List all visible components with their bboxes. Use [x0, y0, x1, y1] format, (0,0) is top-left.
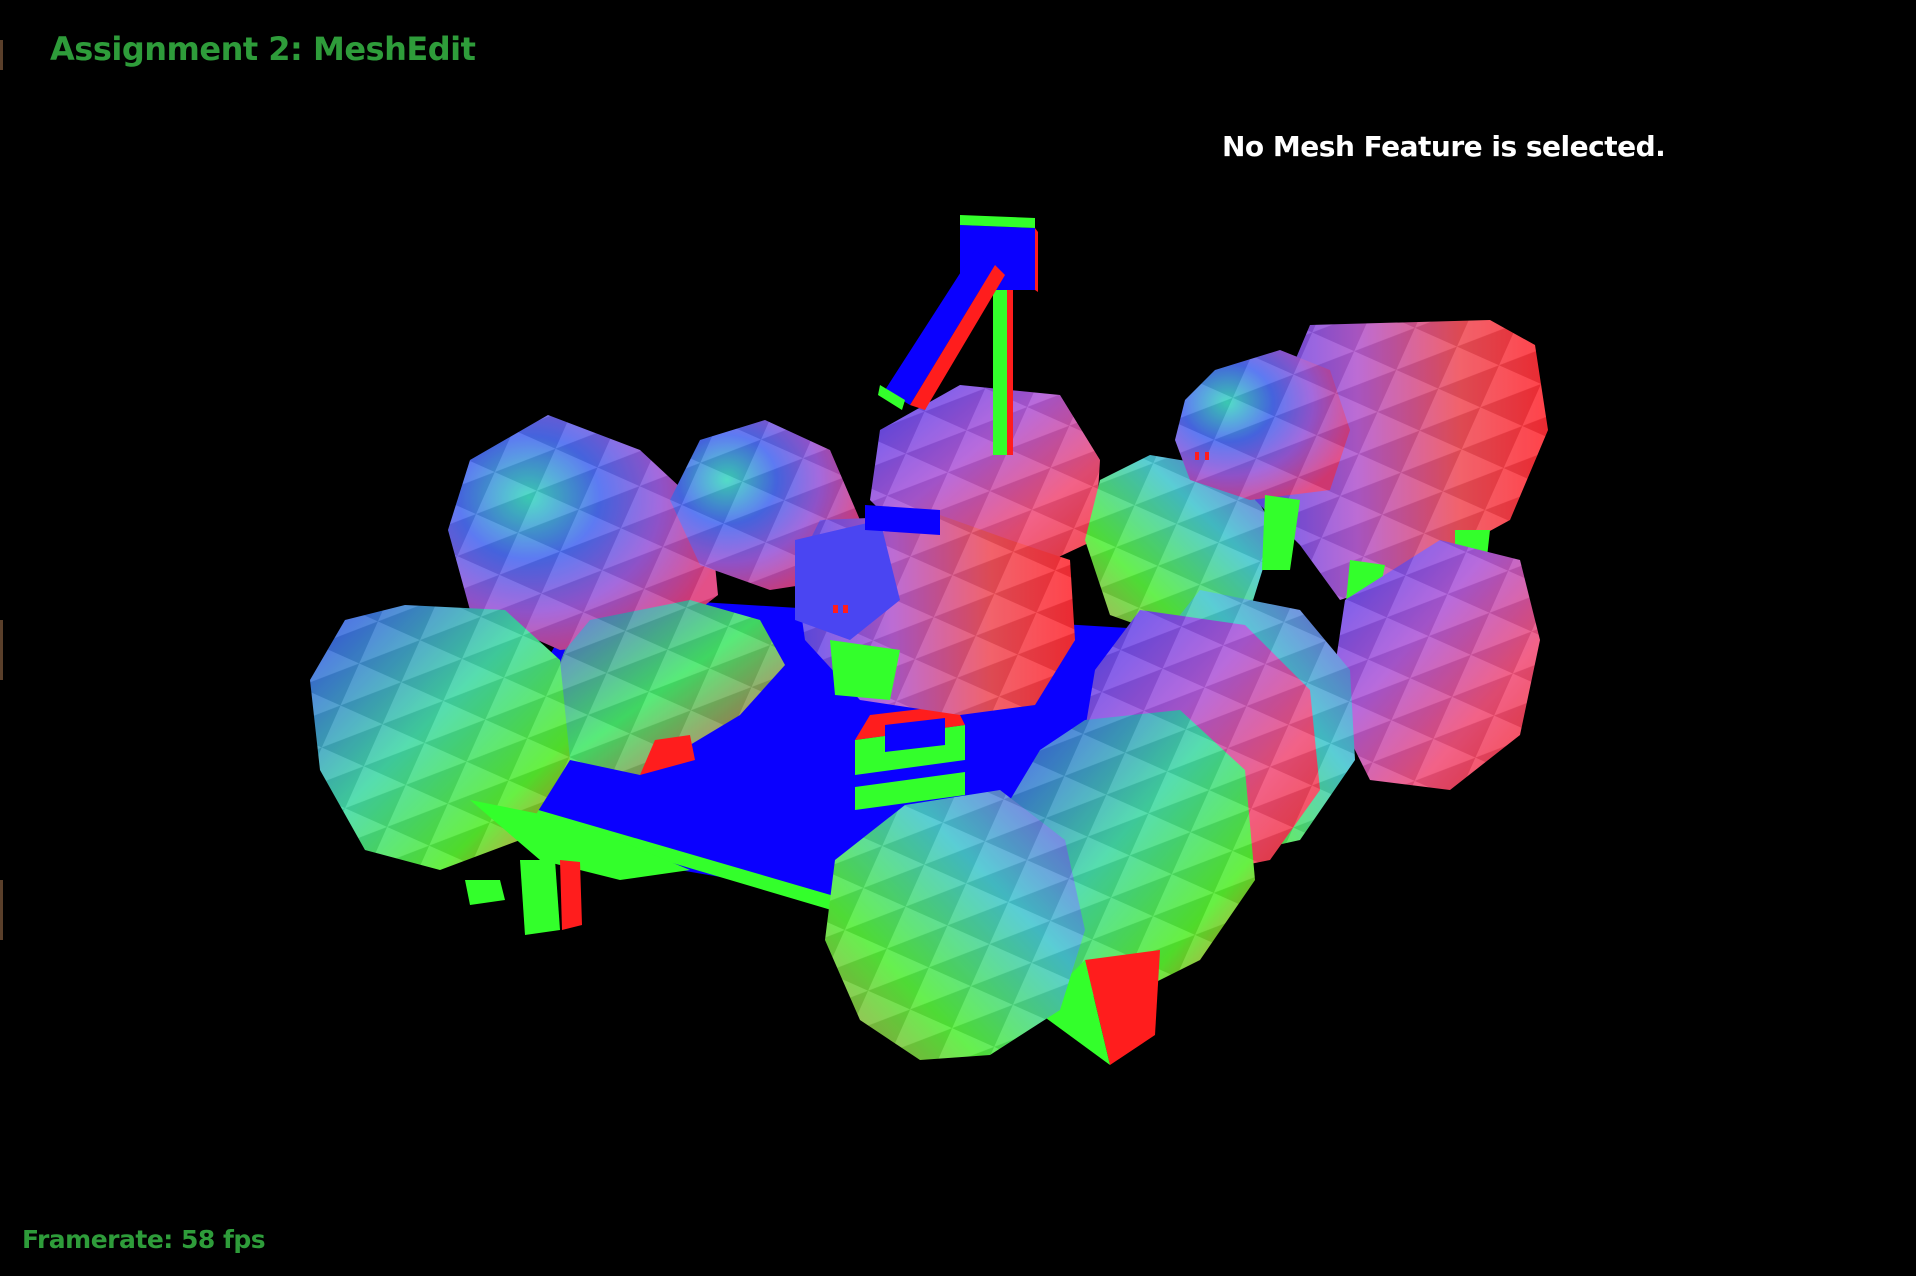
framerate-label: Framerate:: [22, 1225, 173, 1254]
framerate-value: 58: [181, 1225, 215, 1254]
sphere-front-left: [310, 605, 570, 870]
crane-structure: [878, 215, 1038, 455]
small-box: [855, 705, 965, 810]
app-title: Assignment 2: MeshEdit: [50, 30, 476, 68]
capybara-left: [545, 600, 785, 775]
selection-status: No Mesh Feature is selected.: [1222, 130, 1666, 163]
capybara-center: [795, 505, 1075, 715]
sphere-right-back: [1330, 540, 1540, 790]
capybara-front-left-legs: [465, 800, 690, 935]
window-edge-mark: [0, 880, 3, 940]
sphere-back-right: [1085, 455, 1275, 640]
capybara-top-right: [1175, 320, 1548, 615]
sphere-front-center: [825, 790, 1085, 1060]
window-edge-mark: [0, 40, 3, 70]
framerate-readout: Framerate: 58 fps: [22, 1225, 266, 1254]
framerate-unit: fps: [223, 1225, 266, 1254]
sphere-back-left: [448, 415, 718, 650]
window-edge-mark: [0, 620, 3, 680]
